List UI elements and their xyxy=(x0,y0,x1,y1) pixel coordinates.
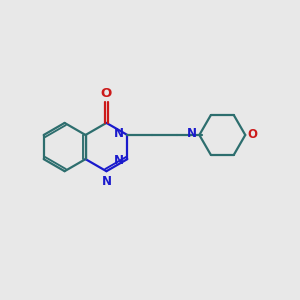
Text: O: O xyxy=(248,128,258,142)
Text: N: N xyxy=(114,154,124,167)
Text: N: N xyxy=(101,175,111,188)
Text: N: N xyxy=(114,127,124,140)
Text: O: O xyxy=(101,87,112,100)
Text: N: N xyxy=(187,127,197,140)
